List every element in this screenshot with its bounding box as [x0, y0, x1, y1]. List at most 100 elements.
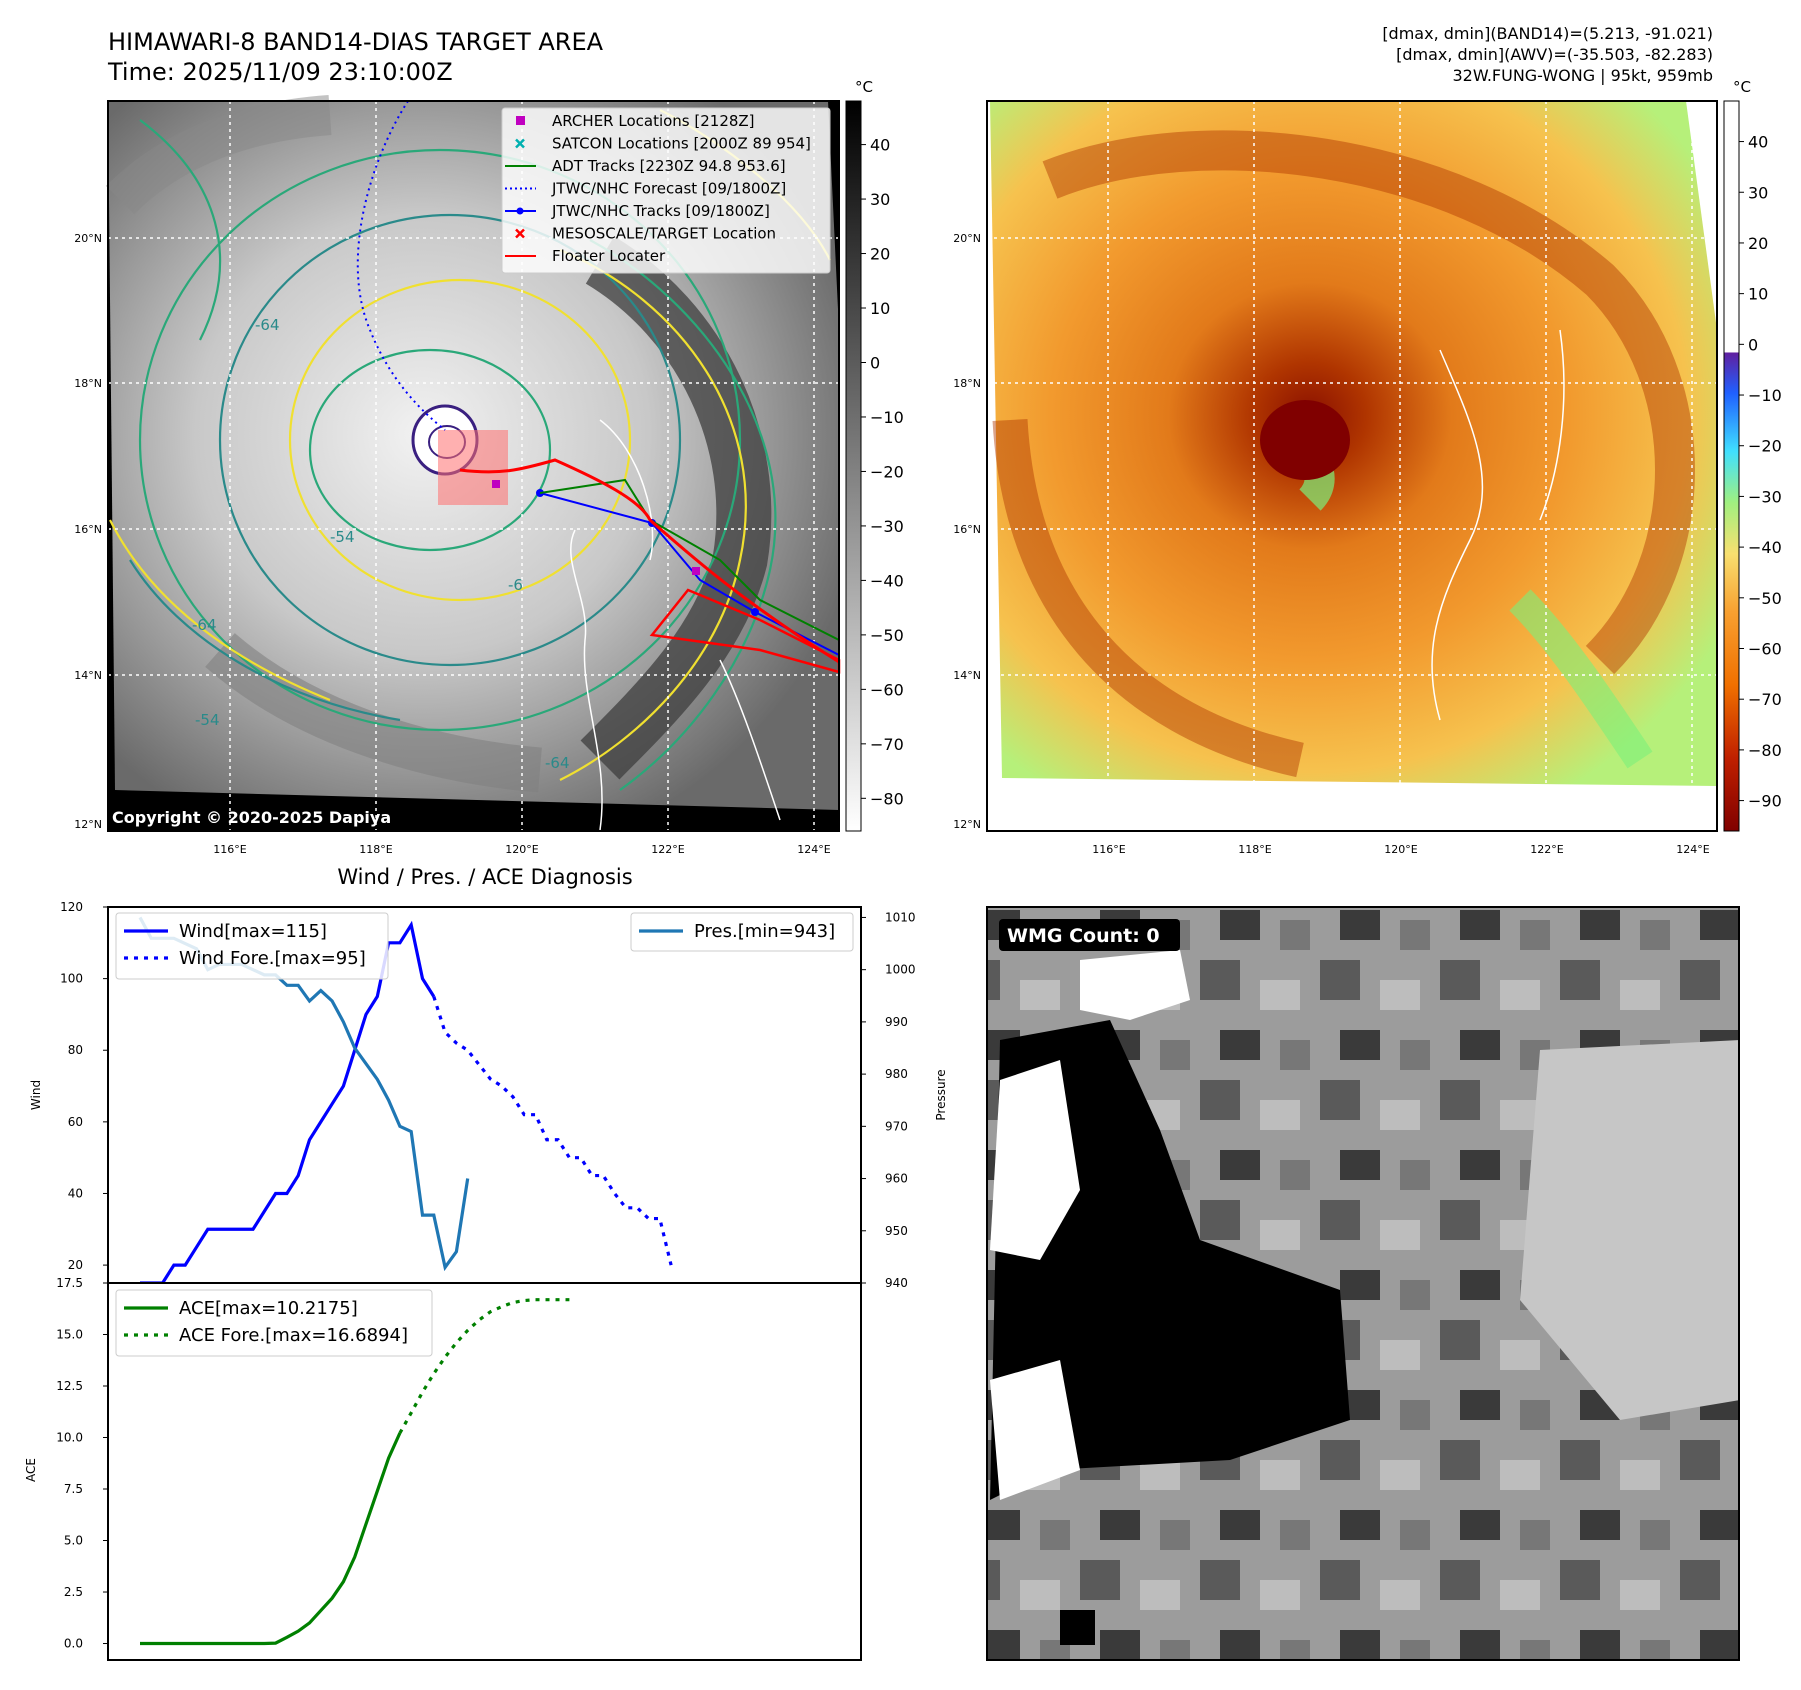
wmg-dark-region: [990, 1020, 1350, 1500]
colorbar-tick-label: −70: [870, 735, 904, 754]
pressure-ytick-label: 940: [885, 1276, 908, 1290]
contour-label: -64: [192, 616, 217, 634]
contour-labels: -64 -54 -64 -54 -6 -64: [192, 316, 570, 772]
coastline: [719, 659, 781, 821]
colorbar-color: [1723, 100, 1740, 832]
adt-track: [539, 478, 840, 641]
pressure-ytick-label: 1000: [885, 963, 916, 977]
contour-label: -64: [545, 754, 570, 772]
lon-tick-label: 122°E: [1530, 843, 1563, 856]
contour-line: [109, 519, 331, 702]
legend-label: JTWC/NHC Tracks [09/1800Z]: [551, 202, 770, 220]
wmg-white-region: [990, 1360, 1080, 1500]
legend-label: JTWC/NHC Forecast [09/1800Z]: [551, 180, 786, 198]
ir-map-frame: [107, 100, 840, 832]
colorbar-tick-label: 40: [1748, 133, 1768, 152]
wmg-count-label: WMG Count: 0: [1007, 925, 1160, 947]
lon-tick-label: 122°E: [651, 843, 684, 856]
wmg-label-box: [999, 919, 1180, 951]
legend-label: ARCHER Locations [2128Z]: [552, 112, 755, 130]
legend-marker-square: [516, 116, 525, 125]
figure-title: HIMAWARI-8 BAND14-DIAS TARGET AREA: [108, 28, 604, 56]
wmg-white-region: [1080, 950, 1190, 1020]
pressure-axis-label: Pressure: [934, 1069, 948, 1120]
pressure-ytick-label: 980: [885, 1067, 908, 1081]
figure-time: Time: 2025/11/09 23:10:00Z: [107, 58, 453, 86]
dmax-awv: [dmax, dmin](AWV)=(-35.503, -82.283): [1396, 45, 1713, 64]
contour-line: [129, 559, 401, 722]
colorbar-tick-label: 10: [870, 299, 890, 318]
contour-line: [589, 239, 777, 791]
legend-label: Pres.[min=943]: [694, 921, 835, 942]
lon-tick-label: 118°E: [1238, 843, 1271, 856]
colorbar-tick-label: −40: [870, 571, 904, 590]
storm-info: 32W.FUNG-WONG | 95kt, 959mb: [1452, 66, 1713, 85]
wind-ytick-label: 40: [68, 1186, 83, 1200]
map-legend: ARCHER Locations [2128Z] SATCON Locations…: [501, 107, 831, 274]
ace-ytick-label: 10.0: [56, 1431, 83, 1445]
contour-line: [138, 148, 742, 732]
ace-ytick-label: 12.5: [56, 1379, 83, 1393]
wind-ytick-label: 60: [68, 1115, 83, 1129]
dmax-band14: [dmax, dmin](BAND14)=(5.213, -91.021): [1382, 24, 1713, 43]
lat-tick-label: 14°N: [74, 669, 102, 682]
wind-pressure-chart: Wind Pressure 120 100 80 60 40 20 1010 1000 990 9…: [29, 900, 948, 1290]
contour-line: [308, 348, 552, 552]
legend-item: SATCON Locations [2000Z 89 954]: [515, 135, 811, 153]
colorbar-tick-label: 0: [1748, 335, 1758, 354]
diagnosis-title: Wind / Pres. / ACE Diagnosis: [337, 865, 632, 889]
colorbar-tick-label: 30: [1748, 183, 1768, 202]
colorbar-tick-label: −90: [1748, 792, 1782, 811]
legend-item: ADT Tracks [2230Z 94.8 953.6]: [505, 157, 786, 175]
legend-label: ADT Tracks [2230Z 94.8 953.6]: [552, 157, 786, 175]
colorbar-tick-label: −60: [1748, 640, 1782, 659]
colorbar-unit: °C: [1733, 78, 1751, 96]
lon-tick-label: 116°E: [213, 843, 246, 856]
color-map-frame: [986, 100, 1718, 832]
map-axis-labels: 116°E 118°E 120°E 122°E 124°E 20°N 18°N 16°N 14°…: [74, 232, 1710, 856]
copyright-text: Copyright © 2020-2025 Dapiya: [112, 808, 391, 827]
colorbar-tick-label: −30: [870, 517, 904, 536]
lat-tick-label: 18°N: [953, 377, 981, 390]
storm-core: [1260, 400, 1350, 480]
ace-legend-box: [115, 1289, 433, 1357]
contour-line: [139, 119, 222, 341]
coastline: [570, 529, 603, 831]
wind-ytick-label: 100: [60, 972, 83, 986]
pressure-ytick-label: 960: [885, 1172, 908, 1186]
lon-tick-label: 116°E: [1092, 843, 1125, 856]
pressure-ytick-label: 970: [885, 1119, 908, 1133]
contour-line: [218, 213, 682, 667]
contour-label: -54: [330, 528, 355, 546]
pressure-ytick-label: 990: [885, 1015, 908, 1029]
colorbar-tick-label: −80: [870, 789, 904, 808]
ace-axis-label: ACE: [24, 1458, 38, 1482]
legend-label: ACE Fore.[max=16.6894]: [179, 1325, 408, 1346]
lat-tick-label: 18°N: [74, 377, 102, 390]
lon-tick-label: 124°E: [797, 843, 830, 856]
contour-label: -54: [195, 711, 220, 729]
wind-ytick-label: 120: [60, 900, 83, 914]
colorbar-tick-label: −30: [1748, 487, 1782, 506]
legend-label: MESOSCALE/TARGET Location: [552, 225, 776, 243]
legend-label: Wind[max=115]: [179, 921, 327, 942]
wind-axis-label: Wind: [29, 1080, 43, 1110]
colorbar-tick-label: −80: [1748, 741, 1782, 760]
legend-label: SATCON Locations [2000Z 89 954]: [552, 135, 811, 153]
pressure-legend-box: [630, 912, 854, 952]
lat-tick-label: 14°N: [953, 669, 981, 682]
legend-box: [501, 107, 831, 274]
green-patch: [1509, 589, 1653, 769]
legend-item: Floater Locater: [505, 247, 666, 265]
wmg-dark-block: [1060, 1610, 1095, 1645]
colorbar-tick-label: 20: [870, 245, 890, 264]
ace-ytick-label: 17.5: [56, 1276, 83, 1290]
ace-ytick-label: 5.0: [64, 1534, 83, 1548]
colorbar-gray: [845, 100, 862, 832]
lon-tick-label: 120°E: [505, 843, 538, 856]
lat-tick-label: 16°N: [953, 523, 981, 536]
legend-label: Floater Locater: [552, 247, 666, 265]
archer-marker: [492, 480, 500, 488]
legend-item: JTWC/NHC Forecast [09/1800Z]: [505, 180, 786, 198]
